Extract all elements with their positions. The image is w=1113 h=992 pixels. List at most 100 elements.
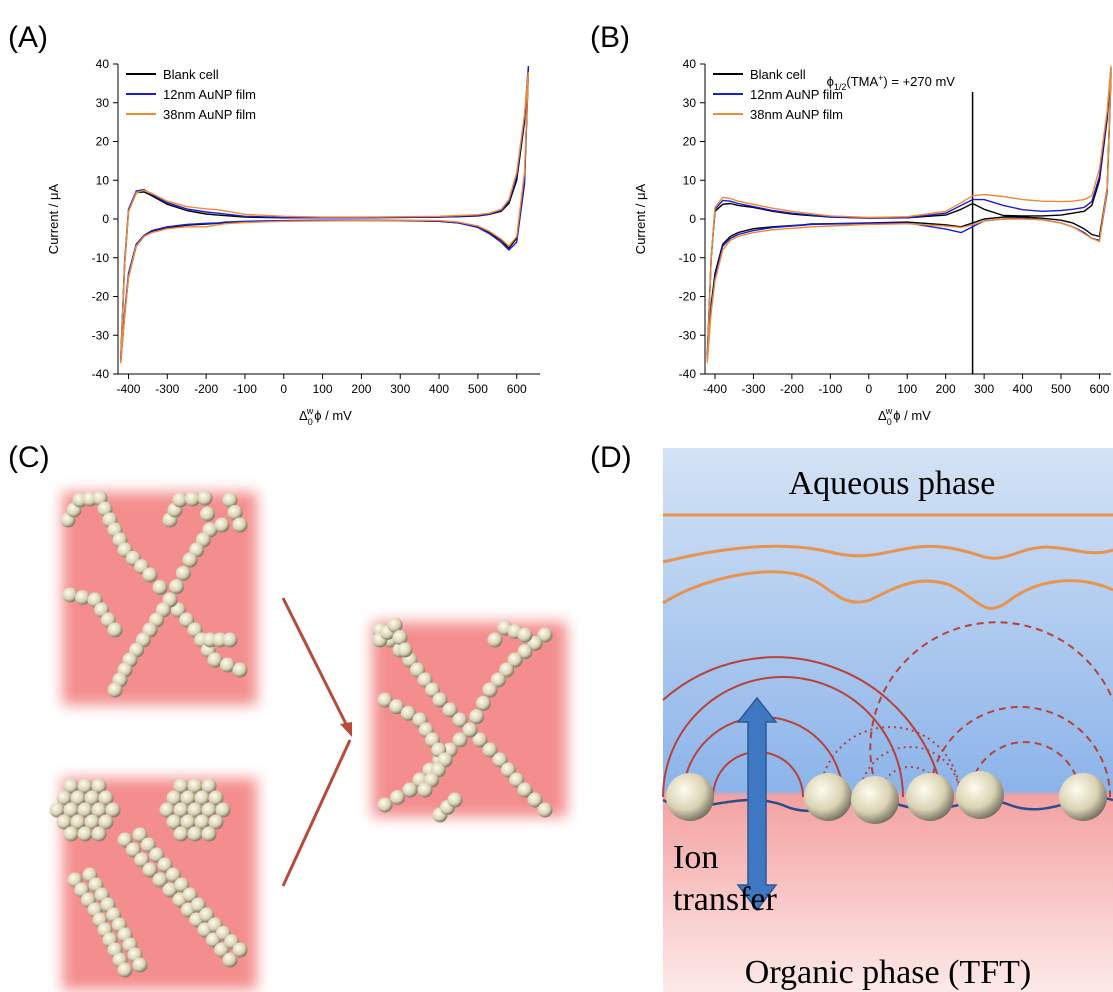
x-axis-label-part: ϕ / mV: [314, 408, 352, 423]
y-tick-label: -40: [679, 367, 697, 381]
nanoparticle: [418, 783, 433, 798]
panel-label: (A): [8, 21, 48, 54]
y-tick-label: 20: [96, 135, 110, 149]
annotation-part: (TMA: [846, 74, 878, 89]
x-tick-label: 400: [429, 382, 449, 396]
legend-label: 38nm AuNP film: [750, 107, 843, 122]
legend-label: Blank cell: [163, 67, 219, 82]
y-tick-label: 30: [96, 96, 110, 110]
arrow-head: [340, 722, 352, 737]
legend-label: 38nm AuNP film: [163, 107, 256, 122]
y-tick-label: -10: [92, 251, 110, 265]
x-tick-label: 200: [936, 382, 956, 396]
nanoparticle: [378, 798, 393, 813]
nanoparticle: [108, 683, 123, 698]
x-tick-label: 400: [1013, 382, 1033, 396]
x-tick-label: -400: [116, 382, 140, 396]
nanoparticle: [476, 696, 491, 711]
panel-label: (C): [8, 441, 50, 474]
y-tick-label: -10: [679, 251, 697, 265]
legend-label: 12nm AuNP film: [750, 87, 843, 102]
nanoparticle: [183, 553, 198, 568]
y-tick-label: -40: [92, 367, 110, 381]
x-tick-label: 600: [507, 382, 527, 396]
nanoparticle: [518, 628, 533, 643]
x-tick-label: 600: [1089, 382, 1109, 396]
nanoparticle: [233, 518, 248, 533]
y-tick-label: 10: [96, 173, 110, 187]
x-tick-label: 100: [897, 382, 917, 396]
x-tick-label: -100: [818, 382, 842, 396]
panel-label: (D): [590, 441, 632, 474]
x-axis-label-part: 0: [887, 417, 892, 427]
nanoparticle: [538, 803, 553, 818]
x-axis-label-part: w: [885, 406, 893, 416]
nanoparticle: [75, 590, 90, 605]
y-tick-label: 0: [689, 212, 696, 226]
nanoparticle: [133, 958, 148, 973]
legend-label: Blank cell: [750, 67, 806, 82]
y-tick-label: -30: [679, 328, 697, 342]
nanoparticle: [223, 633, 238, 648]
x-tick-label: -300: [741, 382, 765, 396]
nanoparticle: [198, 491, 213, 506]
x-tick-label: 100: [313, 382, 333, 396]
nanoparticle: [176, 566, 191, 581]
y-tick-label: 40: [683, 57, 697, 71]
nanoparticle: [169, 579, 184, 594]
x-axis-label-part: ϕ / mV: [893, 408, 931, 423]
x-tick-label: 0: [865, 382, 872, 396]
x-tick-label: 200: [351, 382, 371, 396]
y-tick-label: 10: [683, 173, 697, 187]
nanoparticle-illustration: [50, 491, 568, 991]
interface-diagram: Aqueous phase Ion transfer Organic phase…: [663, 448, 1113, 992]
nanoparticle: [390, 790, 405, 805]
arrow-label: transfer: [673, 881, 778, 918]
nanoparticle: [200, 507, 215, 522]
figure: (A) (B) (C) (D): [0, 0, 1113, 992]
y-tick-label: 20: [683, 135, 697, 149]
legend-label: 12nm AuNP film: [163, 87, 256, 102]
y-tick-label: 40: [96, 57, 110, 71]
nanoparticle: [174, 827, 189, 842]
phase-label: Aqueous phase: [789, 465, 996, 502]
arrow: [283, 598, 350, 732]
x-tick-label: 300: [974, 382, 994, 396]
arrow-label: Ion: [673, 839, 718, 876]
x-axis-label: Δ0wϕ / mV: [878, 406, 931, 427]
x-axis-label-part: 0: [308, 417, 313, 427]
y-tick-label: 0: [102, 212, 109, 226]
nanoparticle: [108, 623, 123, 638]
nanoparticle: [202, 827, 217, 842]
y-tick-label: 30: [683, 96, 697, 110]
annotation-part: ) = +270 mV: [883, 74, 955, 89]
annotation: ϕ1/2(TMA+) = +270 mV: [827, 73, 956, 92]
nanoparticle: [63, 588, 78, 603]
phase-label: Organic phase (TFT): [745, 954, 1031, 991]
x-tick-label: 0: [280, 382, 287, 396]
x-tick-label: -200: [780, 382, 804, 396]
x-tick-label: -400: [703, 382, 727, 396]
nanoparticle: [403, 783, 418, 798]
y-axis-label: Current / μA: [46, 184, 61, 255]
nanoparticle: [153, 580, 168, 595]
y-axis-label: Current / μA: [633, 184, 648, 255]
nanoparticle: [143, 568, 158, 583]
nanoparticle: [92, 827, 107, 842]
x-tick-label: 500: [1051, 382, 1071, 396]
nanoparticle: [469, 709, 484, 724]
x-tick-label: -200: [194, 382, 218, 396]
nanoparticle: [483, 683, 498, 698]
nanoparticle: [188, 827, 203, 842]
nanoparticle: [78, 827, 93, 842]
nanoparticle: [488, 633, 503, 648]
y-tick-label: -20: [679, 290, 697, 304]
nanoparticle: [215, 518, 230, 533]
x-tick-label: 300: [390, 382, 410, 396]
nanoparticle: [398, 643, 413, 658]
y-tick-label: -20: [92, 290, 110, 304]
nanoparticle: [233, 663, 248, 678]
nanoparticle: [118, 963, 133, 978]
x-tick-label: 500: [468, 382, 488, 396]
nanoparticle: [64, 827, 79, 842]
